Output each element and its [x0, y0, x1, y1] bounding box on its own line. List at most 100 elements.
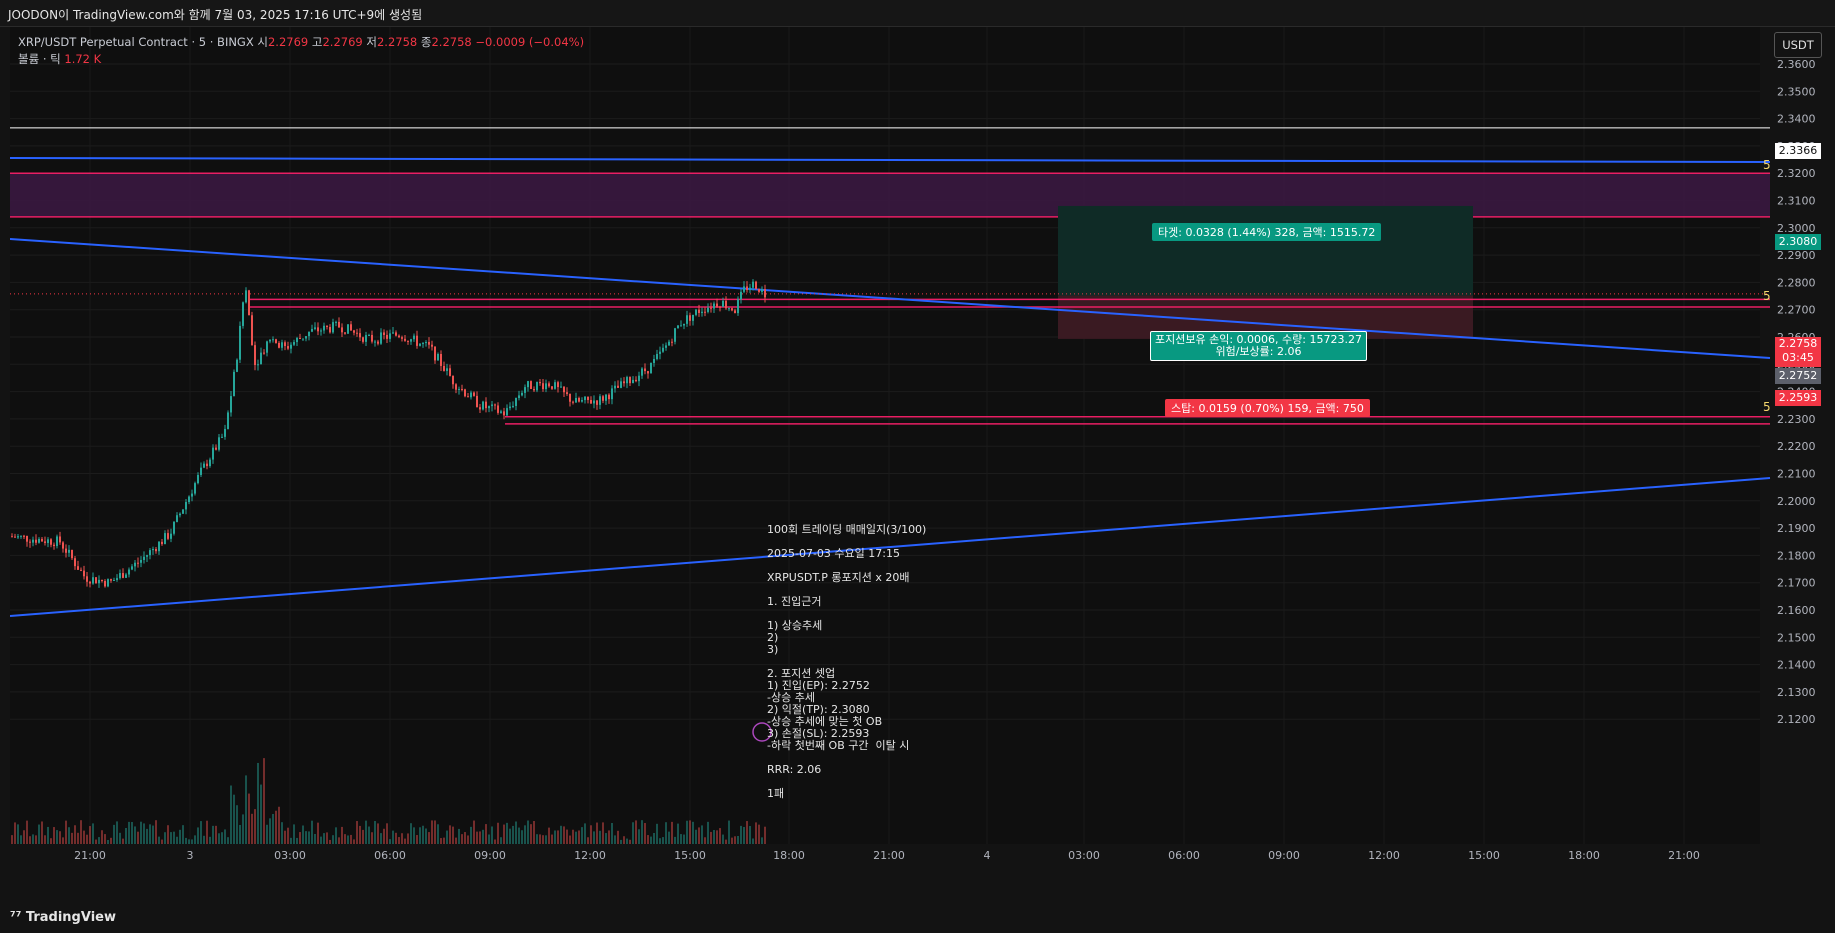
high-label: 고 [311, 35, 323, 49]
volume-bar [80, 820, 82, 844]
symbol-name[interactable]: XRP/USDT Perpetual Contract · 5 · BINGX [18, 35, 254, 49]
volume-bar [194, 835, 196, 844]
volume-bar [437, 824, 439, 844]
stop-label[interactable]: 스탑: 0.0159 (0.70%) 159, 금액: 750 [1165, 399, 1370, 417]
candle-body [683, 323, 685, 326]
volume-bar [584, 823, 586, 844]
chart-canvas[interactable]: 2.36002.35002.34002.33002.32002.31002.30… [10, 27, 1835, 871]
volume-bar [272, 813, 274, 844]
candle-body [491, 404, 493, 407]
volume-bar [257, 762, 259, 844]
volume-bar [677, 823, 679, 844]
candle-body [128, 569, 130, 575]
candle-body [674, 328, 676, 342]
volume-bar [659, 838, 661, 844]
candle-body [578, 397, 580, 402]
time-tick-label: 18:00 [773, 849, 805, 862]
volume-bar [449, 825, 451, 844]
volume-bar [134, 826, 136, 844]
open-value: 2.2769 [267, 35, 309, 49]
candle-body [275, 339, 277, 343]
tv-logo-icon: ⁷⁷ [10, 910, 26, 925]
volume-bar [302, 825, 304, 844]
candle-body [59, 536, 61, 543]
candle-body [452, 375, 454, 385]
volume-bar [752, 838, 754, 844]
volume-bar [611, 822, 613, 844]
open-pnl-label[interactable]: 포지션보유 손익: 0.0006, 수량: 15723.27 위험/보상률: 2… [1150, 331, 1367, 361]
volume-bar [638, 829, 640, 844]
candle-body [665, 345, 667, 348]
volume-bar [485, 824, 487, 844]
brand-name: TradingView [25, 910, 116, 925]
candle-body [158, 541, 160, 552]
target-label[interactable]: 타겟: 0.0328 (1.44%) 328, 금액: 1515.72 [1152, 223, 1382, 241]
candle-body [485, 401, 487, 409]
volume-bar [674, 836, 676, 844]
volume-bar [515, 821, 517, 844]
candle-body [302, 338, 304, 340]
price-tick-label: 2.3200 [1777, 167, 1816, 180]
candle-body [506, 408, 508, 416]
tradingview-logo[interactable]: ⁷⁷ TradingView [10, 910, 116, 925]
candle-body [407, 340, 409, 342]
time-tick-label: 09:00 [474, 849, 506, 862]
trendline[interactable] [10, 477, 1771, 617]
volume-bar [188, 839, 190, 844]
chart-plot-area[interactable]: 2.36002.35002.34002.33002.32002.31002.30… [10, 27, 1835, 871]
currency-button[interactable]: USDT [1774, 32, 1822, 58]
candle-body [557, 382, 559, 388]
candle-body [245, 290, 247, 303]
candle-body [383, 332, 385, 335]
price-tick-label: 2.2200 [1777, 440, 1816, 453]
candle-body [263, 352, 265, 354]
hline-price-tag: 2.3366 [1775, 143, 1821, 159]
volume-bar [365, 820, 367, 844]
volume-bar [107, 839, 109, 844]
candle-body [581, 400, 583, 402]
volume-bar [545, 835, 547, 844]
price-tick-label: 2.1400 [1777, 659, 1816, 672]
candle-body [449, 368, 451, 376]
candle-body [455, 384, 457, 390]
volume-bar [221, 832, 223, 844]
volume-bar [278, 806, 280, 844]
volume-bar [761, 837, 763, 844]
volume-bar [371, 832, 373, 844]
volume-bar [266, 824, 268, 844]
volume-bar [617, 830, 619, 844]
trendline[interactable] [10, 157, 1771, 163]
candle-body [647, 371, 649, 374]
volume-label[interactable]: 볼륨 · 틱 [18, 52, 61, 66]
supply-zone[interactable] [10, 173, 1770, 217]
volume-bar [683, 834, 685, 844]
volume-bar [671, 821, 673, 844]
candle-body [497, 405, 499, 413]
volume-bar [59, 831, 61, 844]
volume-bar [626, 838, 628, 844]
volume-bar [245, 775, 247, 844]
volume-bar [641, 820, 643, 844]
target-zone[interactable] [1058, 205, 1473, 296]
candle-body [380, 332, 382, 344]
lightning-icon[interactable] [752, 722, 772, 742]
price-axis-panel[interactable] [1760, 27, 1835, 871]
candle-body [395, 332, 397, 336]
candle-body [146, 555, 148, 557]
price-tick-label: 2.3100 [1777, 195, 1816, 208]
low-label: 저 [366, 35, 377, 49]
volume-bar [131, 822, 133, 844]
journal-line: -상승 추세 [767, 691, 815, 704]
candle-body [488, 406, 490, 409]
volume-bar [314, 833, 316, 844]
candle-body [254, 345, 256, 366]
candle-body [209, 459, 211, 467]
candle-body [194, 483, 196, 494]
volume-bar [440, 838, 442, 844]
time-axis-panel[interactable] [10, 844, 1770, 871]
candle-body [233, 371, 235, 397]
volume-bar [341, 826, 343, 844]
candle-body [704, 311, 706, 313]
trendline[interactable] [10, 238, 1771, 359]
volume-bar [407, 833, 409, 844]
